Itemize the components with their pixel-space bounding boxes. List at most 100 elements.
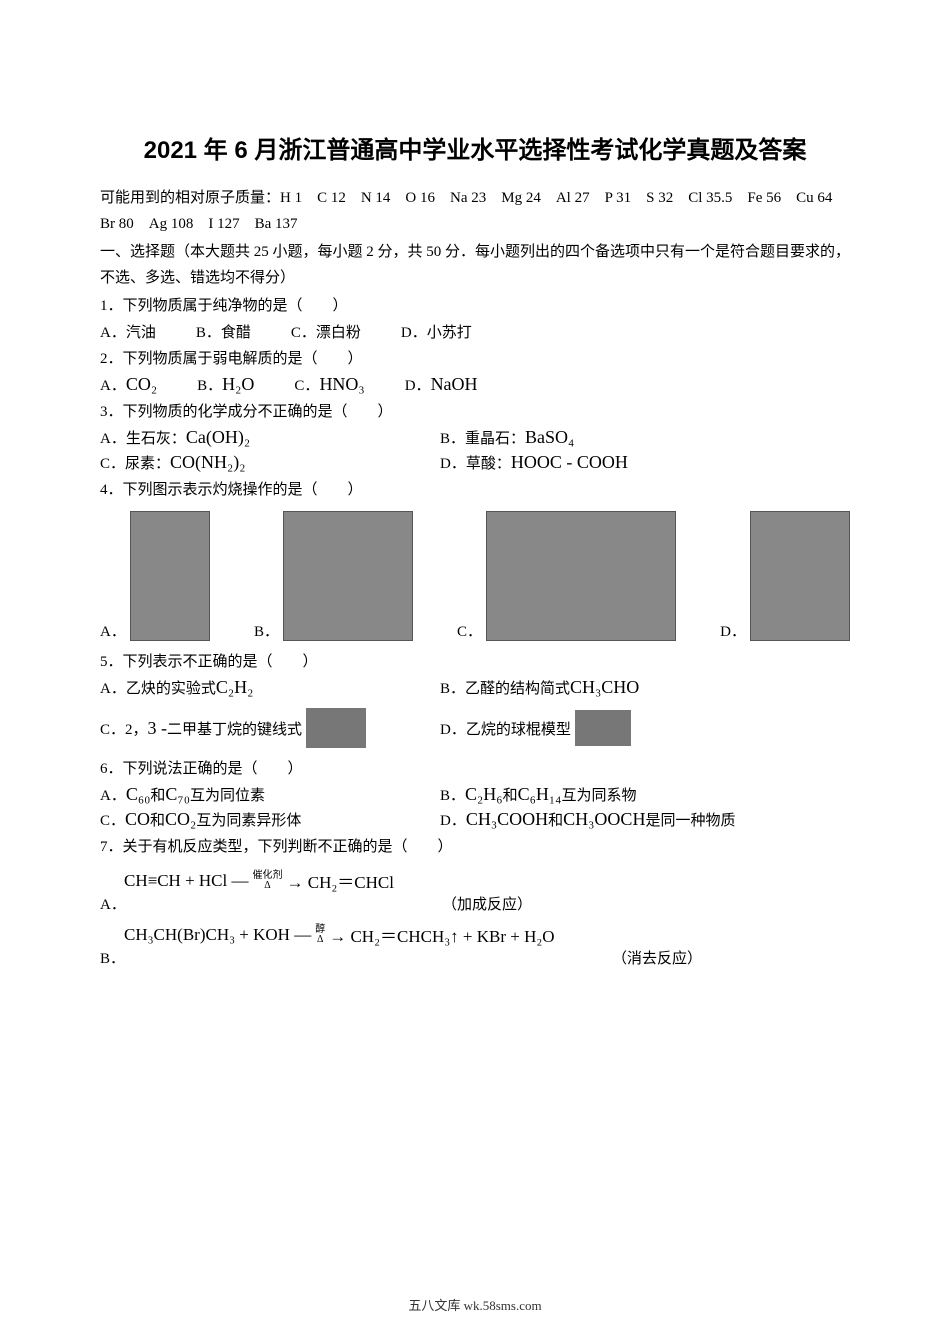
q4-stem: 4．下列图示表示灼烧操作的是（ ） [100,477,850,503]
q3-b-pre: B．重晶石： [440,427,525,448]
q5-c-pre: C．2， [100,718,148,739]
q2-stem: 2．下列物质属于弱电解质的是（ ） [100,346,850,372]
q5-row2: C．2， 3 - 二甲基丁烷的键线式 D．乙烷的球棍模型 [100,708,850,748]
q6-c-post: 互为同素异形体 [196,809,301,830]
q6-c-lbl: C． [100,809,125,830]
q5-row1: A．乙炔的实验式 C₂H₂ B．乙醛的结构简式 CH₃CHO [100,677,850,698]
q2-b-lbl: B． [197,374,222,395]
q2-a: A． CO₂ [100,374,157,395]
q3-row2: C．尿素： CO(NH₂)₂ D．草酸： HOOC - COOH [100,452,850,473]
q4-c-lbl: C． [457,620,482,641]
q6-b-mid: 和 [503,784,518,805]
q4-a: A． [100,511,210,641]
q6-c: C． CO 和 CO₂ 互为同素异形体 [100,809,440,830]
q5-d-image [575,710,631,746]
q6-row2: C． CO 和 CO₂ 互为同素异形体 D． CH₃COOH 和 CH₃OOCH… [100,809,850,830]
q2-a-lbl: A． [100,374,126,395]
q7-b-row: B． （消去反应） [100,947,850,968]
q6-a-f2: C₇₀ [165,784,190,805]
q6-c-f1: CO [125,809,150,830]
q6-b: B． C₂H₆ 和 C₆H₁₄ 互为同系物 [440,784,636,805]
q7-b-arrow: 醇 Δ [313,925,327,945]
q3-stem: 3．下列物质的化学成分不正确的是（ ） [100,399,850,425]
q3-b: B．重晶石： BaSO₄ [440,427,574,448]
q1-stem: 1．下列物质属于纯净物的是（ ） [100,293,850,319]
q3-a: A．生石灰： Ca(OH)₂ [100,427,440,448]
q5-c-image [306,708,366,748]
q7-b-eq: CH₃CH(Br)CH₃ + KOH — 醇 Δ → CH₂＝CHCH₃↑ + … [124,922,850,947]
q5-stem: 5．下列表示不正确的是（ ） [100,649,850,675]
q6-d: D． CH₃COOH 和 CH₃OOCH 是同一种物质 [440,809,735,830]
q7-stem: 7．关于有机反应类型，下列判断不正确的是（ ） [100,834,850,860]
q2-c-lbl: C． [294,374,319,395]
q7-a-arrow: 催化剂 Δ [251,871,285,891]
q7-a-arrow-top: 催化剂 [251,871,285,881]
q7-b-eq2: → CH₂＝CHCH₃↑ + KBr + H₂O [329,922,554,947]
q6-a-lbl: A． [100,784,126,805]
q6-b-f2: C₆H₁₄ [518,784,562,805]
q5-d: D．乙烷的球棍模型 [440,710,631,746]
q7-b-block: CH₃CH(Br)CH₃ + KOH — 醇 Δ → CH₂＝CHCH₃↑ + … [100,922,850,968]
q6-stem: 6．下列说法正确的是（ ） [100,756,850,782]
q7-b-arrow-top: 醇 [313,925,327,935]
q6-d-f2: CH₃OOCH [563,809,645,830]
section-heading: 一、选择题（本大题共 25 小题，每小题 2 分，共 50 分．每小题列出的四个… [100,239,850,291]
q7-a-eq: CH≡CH + HCl — 催化剂 Δ → CH₂＝CHCl [124,868,850,893]
q6-d-f1: CH₃COOH [466,809,548,830]
q6-c-mid: 和 [150,809,165,830]
q7-b-eq1: CH₃CH(Br)CH₃ + KOH — [124,925,311,945]
q2-d: D． NaOH [405,374,478,395]
q3-a-formula: Ca(OH)₂ [186,427,250,448]
q4-b-image [283,511,413,641]
q3-c-pre: C．尿素： [100,452,170,473]
q5-b-pre: B．乙醛的结构简式 [440,677,570,698]
q7-a-eq2: → CH₂＝CHCl [287,868,394,893]
footer-text: 五八文库 wk.58sms.com [0,1295,950,1314]
q6-c-f2: CO₂ [165,809,196,830]
q3-c-formula: CO(NH₂)₂ [170,452,246,473]
q4-b-lbl: B． [254,620,279,641]
q7-b-arrow-bot: Δ [317,935,323,945]
q3-a-pre: A．生石灰： [100,427,186,448]
q7-b-lbl: B． [100,947,124,968]
q7-a-note: （加成反应） [442,893,532,914]
q2-b: B． H₂O [197,374,254,395]
q2-a-formula: CO₂ [126,374,157,395]
q6-d-lbl: D． [440,809,466,830]
q4-d-image [750,511,850,641]
q4-c-image [486,511,676,641]
q3-d: D．草酸： HOOC - COOH [440,452,628,473]
q5-a-formula: C₂H₂ [216,677,254,698]
q5-c: C．2， 3 - 二甲基丁烷的键线式 [100,708,440,748]
q4-a-image [130,511,210,641]
q1-d: D．小苏打 [401,321,472,342]
q1-c: C．漂白粉 [291,321,361,342]
atomic-mass-line: 可能用到的相对原子质量：H 1 C 12 N 14 O 16 Na 23 Mg … [100,185,850,237]
q2-d-formula: NaOH [431,374,478,395]
q4-c: C． [457,511,676,641]
q6-a-f1: C₆₀ [126,784,151,805]
q3-row1: A．生石灰： Ca(OH)₂ B．重晶石： BaSO₄ [100,427,850,448]
q3-d-formula: HOOC - COOH [511,452,628,473]
page-title: 2021 年 6 月浙江普通高中学业水平选择性考试化学真题及答案 [100,130,850,165]
q6-row1: A． C₆₀ 和 C₇₀ 互为同位素 B． C₂H₆ 和 C₆H₁₄ 互为同系物 [100,784,850,805]
q2-c-formula: HNO₃ [319,374,364,395]
q6-b-post: 互为同系物 [561,784,636,805]
q5-c-mid: 3 - [148,718,168,739]
q2-d-lbl: D． [405,374,431,395]
q2-c: C． HNO₃ [294,374,364,395]
q6-d-post: 是同一种物质 [645,809,735,830]
q3-d-pre: D．草酸： [440,452,511,473]
q6-a-mid: 和 [150,784,165,805]
q3-c: C．尿素： CO(NH₂)₂ [100,452,440,473]
q6-d-mid: 和 [548,809,563,830]
q5-a: A．乙炔的实验式 C₂H₂ [100,677,440,698]
q6-b-lbl: B． [440,784,465,805]
q7-b-note: （消去反应） [612,947,702,968]
q7-a-lbl: A． [100,893,124,914]
q5-d-pre: D．乙烷的球棍模型 [440,718,571,739]
q6-b-f1: C₂H₆ [465,784,503,805]
q3-b-formula: BaSO₄ [525,427,574,448]
q4-a-lbl: A． [100,620,126,641]
q7-a-block: CH≡CH + HCl — 催化剂 Δ → CH₂＝CHCl A． （加成反应） [100,868,850,914]
